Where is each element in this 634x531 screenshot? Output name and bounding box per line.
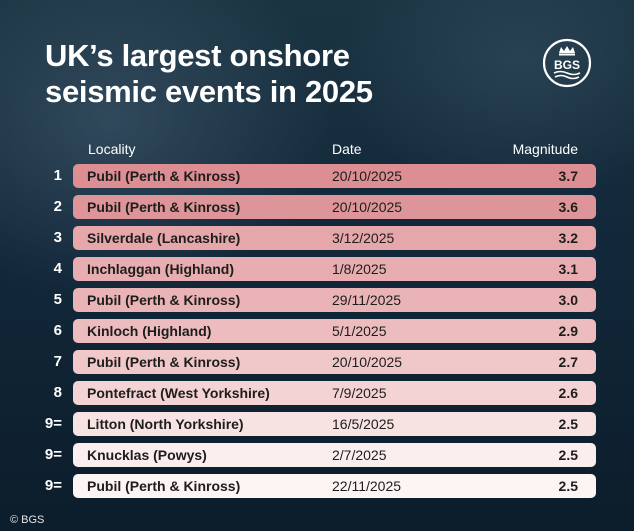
rank-label: 9= <box>44 477 62 494</box>
locality-cell: Pubil (Perth & Kinross) <box>87 199 241 215</box>
table-row: 7 Pubil (Perth & Kinross) 20/10/2025 2.7 <box>0 350 634 374</box>
magnitude-cell: 2.6 <box>558 385 578 401</box>
rank-label: 7 <box>53 353 62 370</box>
date-cell: 7/9/2025 <box>332 385 387 401</box>
bgs-logo: BGS <box>542 38 592 88</box>
magnitude-cell: 2.9 <box>558 323 578 339</box>
rank-label: 5 <box>53 291 62 308</box>
table-row: 9= Litton (North Yorkshire) 16/5/2025 2.5 <box>0 412 634 436</box>
row-bar: Silverdale (Lancashire) 3/12/2025 3.2 <box>73 226 596 250</box>
table-row: 1 Pubil (Perth & Kinross) 20/10/2025 3.7 <box>0 164 634 188</box>
locality-cell: Pubil (Perth & Kinross) <box>87 292 241 308</box>
rank-label: 1 <box>53 167 62 184</box>
row-bar: Litton (North Yorkshire) 16/5/2025 2.5 <box>73 412 596 436</box>
magnitude-cell: 2.7 <box>558 354 578 370</box>
table-row: 9= Pubil (Perth & Kinross) 22/11/2025 2.5 <box>0 474 634 498</box>
date-cell: 1/8/2025 <box>332 261 387 277</box>
magnitude-cell: 2.5 <box>558 478 578 494</box>
locality-cell: Inchlaggan (Highland) <box>87 261 234 277</box>
date-cell: 20/10/2025 <box>332 199 403 215</box>
rank-label: 2 <box>53 198 62 215</box>
chart-title-line-1: UK’s largest onshore <box>45 38 350 73</box>
magnitude-cell: 3.6 <box>558 199 578 215</box>
magnitude-cell: 3.0 <box>558 292 578 308</box>
table-row: 4 Inchlaggan (Highland) 1/8/2025 3.1 <box>0 257 634 281</box>
locality-cell: Pubil (Perth & Kinross) <box>87 354 241 370</box>
chart-title-line-2: seismic events in 2025 <box>45 74 373 109</box>
rank-label: 4 <box>53 260 62 277</box>
locality-cell: Kinloch (Highland) <box>87 323 212 339</box>
row-bar: Pubil (Perth & Kinross) 20/10/2025 3.6 <box>73 195 596 219</box>
magnitude-cell: 2.5 <box>558 416 578 432</box>
row-bar: Pubil (Perth & Kinross) 29/11/2025 3.0 <box>73 288 596 312</box>
row-bar: Kinloch (Highland) 5/1/2025 2.9 <box>73 319 596 343</box>
logo-text: BGS <box>554 58 580 72</box>
table-row: 8 Pontefract (West Yorkshire) 7/9/2025 2.6 <box>0 381 634 405</box>
rank-label: 3 <box>53 229 62 246</box>
table-row: 9= Knucklas (Powys) 2/7/2025 2.5 <box>0 443 634 467</box>
locality-cell: Litton (North Yorkshire) <box>87 416 244 432</box>
date-cell: 3/12/2025 <box>332 230 395 246</box>
table-row: 3 Silverdale (Lancashire) 3/12/2025 3.2 <box>0 226 634 250</box>
locality-cell: Knucklas (Powys) <box>87 447 207 463</box>
column-header-magnitude: Magnitude <box>512 141 578 157</box>
row-bar: Inchlaggan (Highland) 1/8/2025 3.1 <box>73 257 596 281</box>
rank-label: 8 <box>53 384 62 401</box>
table-row: 5 Pubil (Perth & Kinross) 29/11/2025 3.0 <box>0 288 634 312</box>
date-cell: 2/7/2025 <box>332 447 387 463</box>
column-header-date: Date <box>332 141 362 157</box>
rank-label: 9= <box>44 415 62 432</box>
table-row: 6 Kinloch (Highland) 5/1/2025 2.9 <box>0 319 634 343</box>
locality-cell: Pubil (Perth & Kinross) <box>87 168 241 184</box>
column-header-locality: Locality <box>88 141 136 157</box>
magnitude-cell: 3.1 <box>558 261 578 277</box>
row-bar: Pontefract (West Yorkshire) 7/9/2025 2.6 <box>73 381 596 405</box>
rank-label: 6 <box>53 322 62 339</box>
magnitude-cell: 3.7 <box>558 168 578 184</box>
date-cell: 20/10/2025 <box>332 168 403 184</box>
chart-title: UK’s largest onshore seismic events in 2… <box>45 38 373 110</box>
date-cell: 22/11/2025 <box>332 478 402 494</box>
row-bar: Pubil (Perth & Kinross) 20/10/2025 3.7 <box>73 164 596 188</box>
date-cell: 29/11/2025 <box>332 292 402 308</box>
locality-cell: Pubil (Perth & Kinross) <box>87 478 241 494</box>
magnitude-cell: 2.5 <box>558 447 578 463</box>
table-row: 2 Pubil (Perth & Kinross) 20/10/2025 3.6 <box>0 195 634 219</box>
table-header: Locality Date Magnitude <box>0 141 634 159</box>
row-bar: Pubil (Perth & Kinross) 22/11/2025 2.5 <box>73 474 596 498</box>
rank-label: 9= <box>44 446 62 463</box>
locality-cell: Pontefract (West Yorkshire) <box>87 385 270 401</box>
date-cell: 20/10/2025 <box>332 354 403 370</box>
date-cell: 16/5/2025 <box>332 416 395 432</box>
row-bar: Knucklas (Powys) 2/7/2025 2.5 <box>73 443 596 467</box>
copyright-footer: © BGS <box>10 514 45 526</box>
magnitude-cell: 3.2 <box>558 230 578 246</box>
locality-cell: Silverdale (Lancashire) <box>87 230 241 246</box>
row-bar: Pubil (Perth & Kinross) 20/10/2025 2.7 <box>73 350 596 374</box>
date-cell: 5/1/2025 <box>332 323 387 339</box>
